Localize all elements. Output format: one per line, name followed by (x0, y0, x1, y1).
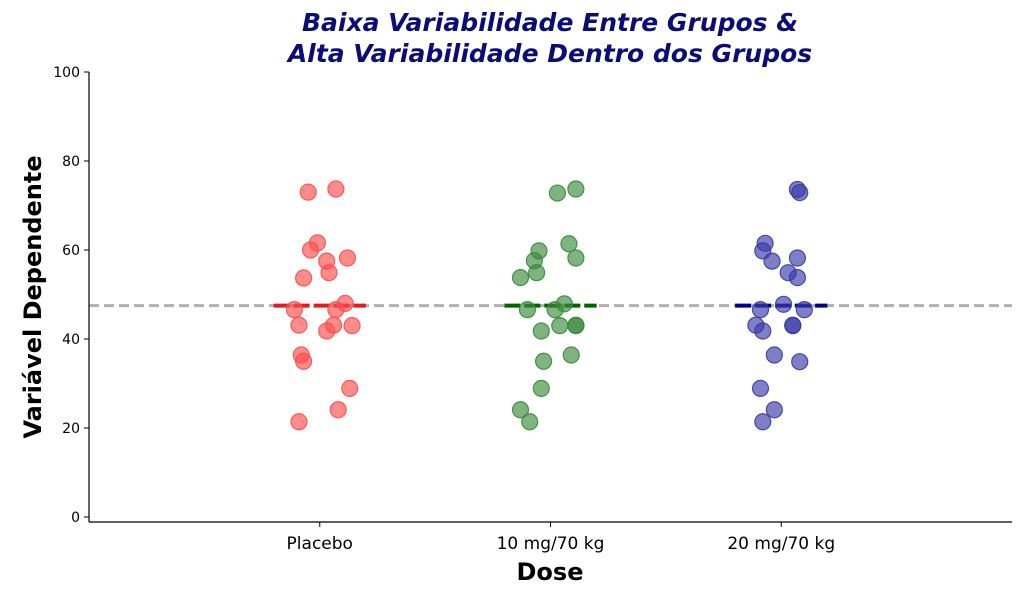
scatter-point (567, 180, 585, 198)
chart-title-line-1: Baixa Variabilidade Entre Grupos & (302, 8, 798, 37)
scatter-point (320, 264, 338, 282)
scatter-point (551, 317, 569, 335)
scatter-point (294, 269, 313, 287)
scatter-point (338, 249, 357, 267)
scatter-point (290, 413, 308, 431)
y-tick-label: 80 (62, 154, 80, 170)
scatter-point (765, 346, 783, 364)
x-tick-label: 10 mg/70 kg (497, 534, 605, 554)
scatter-point (567, 249, 585, 267)
scatter-point (754, 322, 772, 340)
scatter-point (774, 295, 793, 313)
scatter-point (327, 180, 345, 198)
scatter-point (341, 379, 359, 397)
scatter-point (751, 379, 770, 397)
scatter-point (329, 401, 347, 419)
scatter-point (532, 379, 550, 397)
scatter-point (784, 316, 802, 334)
plot-area (89, 180, 1012, 431)
y-axis-label: Variável Dependente (19, 155, 47, 438)
scatter-point (763, 252, 781, 270)
scatter-point (560, 235, 578, 253)
scatter-point (788, 268, 807, 287)
y-tick-label: 20 (62, 421, 80, 437)
scatter-point (791, 353, 809, 371)
scatter-point (343, 317, 361, 335)
y-tick-label: 100 (53, 65, 80, 81)
scatter-point (294, 352, 313, 370)
scatter-point (534, 352, 553, 370)
scatter-point (567, 317, 585, 335)
chart-title-line-2: Alta Variabilidade Dentro dos Grupos (286, 39, 812, 68)
scatter-point (751, 301, 770, 319)
x-axis-label: Dose (517, 558, 584, 586)
scatter-point (299, 183, 317, 201)
scatter-point (301, 241, 320, 259)
scatter-point (528, 264, 546, 282)
scatter-point (795, 301, 813, 319)
scatter-point (788, 249, 807, 267)
scatter-point (532, 322, 550, 340)
y-tick-label: 60 (62, 243, 80, 259)
scatter-point (562, 346, 580, 364)
scatter-point (521, 413, 539, 431)
scatter-point (318, 322, 336, 340)
scatter-point (327, 301, 345, 319)
scatter-point (290, 316, 308, 334)
scatter-point (754, 413, 772, 431)
x-tick-label: Placebo (287, 534, 353, 554)
scatter-point (511, 401, 530, 419)
scatter-point (546, 301, 564, 319)
scatter-point (285, 301, 303, 319)
scatter-point (511, 268, 530, 287)
y-tick-label: 40 (62, 332, 80, 348)
scatter-point (518, 301, 537, 319)
y-tick-label: 0 (71, 510, 80, 526)
scatter-point (791, 183, 809, 202)
x-tick-label: 20 mg/70 kg (727, 534, 835, 554)
scatter-point (548, 184, 567, 202)
scatter-point (765, 401, 783, 419)
